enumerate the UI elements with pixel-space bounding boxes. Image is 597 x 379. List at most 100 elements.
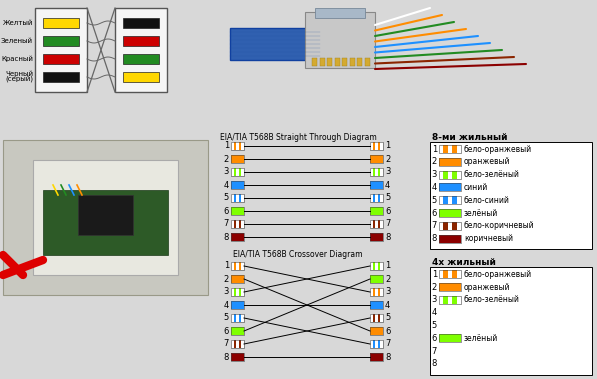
Bar xyxy=(305,12,375,68)
Bar xyxy=(33,160,178,275)
Bar xyxy=(43,36,79,46)
Bar xyxy=(3,140,208,295)
Text: 2: 2 xyxy=(224,274,229,283)
Text: Желтый: Желтый xyxy=(2,20,33,26)
Bar xyxy=(370,181,383,189)
Text: оранжевый: оранжевый xyxy=(464,283,510,292)
Bar xyxy=(439,145,461,153)
Bar xyxy=(444,222,448,230)
Text: 1: 1 xyxy=(224,262,229,271)
Bar xyxy=(370,327,383,335)
Bar xyxy=(231,262,244,270)
Bar xyxy=(439,158,461,166)
Text: 1: 1 xyxy=(432,144,437,153)
Bar xyxy=(239,288,241,296)
Bar xyxy=(115,8,167,92)
Bar xyxy=(43,72,79,82)
Bar xyxy=(378,314,380,322)
Text: бело-оранжевый: бело-оранжевый xyxy=(464,270,532,279)
Bar xyxy=(231,262,244,270)
Text: 6: 6 xyxy=(432,208,437,218)
Bar xyxy=(373,168,375,176)
Bar xyxy=(123,54,159,64)
Text: 8: 8 xyxy=(432,360,437,368)
Text: 8: 8 xyxy=(224,232,229,241)
Text: 7: 7 xyxy=(385,340,390,349)
Text: 1: 1 xyxy=(432,270,437,279)
Bar xyxy=(231,314,244,322)
Bar xyxy=(239,142,241,150)
Bar xyxy=(231,340,244,348)
Bar xyxy=(373,142,375,150)
Bar xyxy=(373,194,375,202)
Bar xyxy=(233,220,236,228)
Bar xyxy=(378,340,380,348)
Text: 3: 3 xyxy=(385,288,390,296)
Text: 8: 8 xyxy=(385,352,390,362)
Bar xyxy=(239,340,241,348)
Bar xyxy=(349,58,355,66)
Text: бело-коричневый: бело-коричневый xyxy=(464,221,535,230)
Text: 3: 3 xyxy=(224,288,229,296)
Bar xyxy=(231,353,244,361)
Text: зелёный: зелёный xyxy=(464,208,498,218)
Bar xyxy=(439,334,461,342)
Text: 5: 5 xyxy=(224,194,229,202)
Text: 7: 7 xyxy=(385,219,390,229)
Text: 8: 8 xyxy=(224,352,229,362)
Bar xyxy=(231,142,244,150)
Bar xyxy=(439,235,461,243)
Text: зелёный: зелёный xyxy=(464,334,498,343)
Bar xyxy=(373,262,375,270)
Bar xyxy=(439,171,461,179)
Bar xyxy=(439,296,461,304)
Text: 2: 2 xyxy=(432,157,437,166)
Bar xyxy=(35,8,87,92)
Bar xyxy=(231,194,244,202)
Text: 3: 3 xyxy=(385,168,390,177)
Text: 2: 2 xyxy=(385,155,390,163)
Bar xyxy=(239,314,241,322)
Bar xyxy=(370,207,383,215)
Text: 5: 5 xyxy=(224,313,229,323)
Text: 5: 5 xyxy=(432,196,437,205)
Bar xyxy=(370,301,383,309)
Bar xyxy=(430,142,592,249)
Bar xyxy=(439,158,461,166)
Text: 6: 6 xyxy=(385,326,390,335)
Bar xyxy=(378,194,380,202)
Text: Черный
(серый): Черный (серый) xyxy=(5,70,33,83)
Bar xyxy=(439,209,461,217)
Bar xyxy=(239,262,241,270)
Text: 3: 3 xyxy=(224,168,229,177)
Text: 6: 6 xyxy=(224,326,229,335)
Text: 5: 5 xyxy=(385,194,390,202)
Bar xyxy=(370,194,383,202)
Bar xyxy=(315,8,365,18)
Bar xyxy=(439,222,461,230)
Bar xyxy=(439,334,461,342)
Bar xyxy=(439,222,461,230)
Bar xyxy=(43,190,168,255)
Bar xyxy=(370,155,383,163)
Bar xyxy=(342,58,347,66)
Bar xyxy=(327,58,332,66)
Text: 1: 1 xyxy=(224,141,229,150)
Bar xyxy=(357,58,362,66)
Bar xyxy=(373,288,375,296)
Bar xyxy=(370,353,383,361)
Bar xyxy=(378,142,380,150)
Text: 7: 7 xyxy=(432,347,437,356)
Bar xyxy=(370,340,383,348)
Text: Красный: Красный xyxy=(1,56,33,62)
Bar xyxy=(444,296,448,304)
Bar xyxy=(378,168,380,176)
Text: 4: 4 xyxy=(432,183,437,192)
Text: бело-синий: бело-синий xyxy=(464,196,510,205)
Bar xyxy=(370,207,383,215)
Bar xyxy=(452,270,457,279)
Bar xyxy=(444,171,448,179)
Bar xyxy=(452,171,457,179)
Bar xyxy=(370,288,383,296)
Bar xyxy=(231,288,244,296)
